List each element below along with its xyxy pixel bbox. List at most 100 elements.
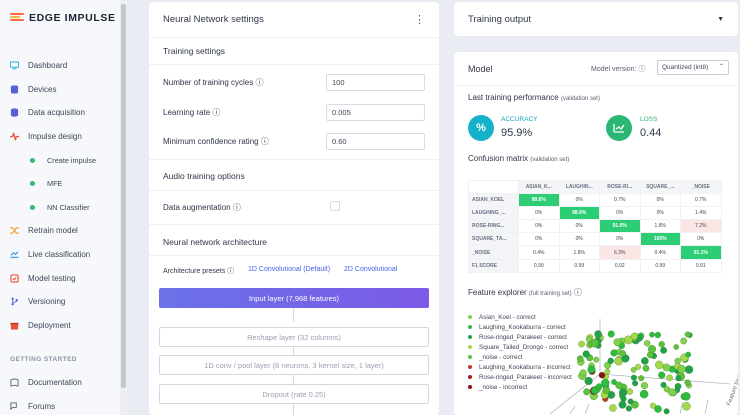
scatter-point [615, 381, 623, 389]
training-output-title: Training output [468, 13, 532, 25]
learning-rate-label: Learning rate ⓘ [163, 107, 220, 118]
status-dot-icon [30, 181, 35, 187]
help-icon[interactable]: ⓘ [227, 268, 235, 275]
help-icon[interactable]: ⓘ [232, 203, 241, 212]
learning-rate-input[interactable]: 0.005 [326, 104, 425, 121]
sidebar-item-model-testing[interactable]: Model testing [0, 266, 120, 290]
sidebar-item-dashboard[interactable]: Dashboard [0, 54, 120, 78]
sidebar-item-devices[interactable]: Devices [0, 78, 120, 102]
pulse-icon [10, 132, 19, 141]
sidebar-item-data-acquisition[interactable]: Data acquisition [0, 101, 120, 125]
scatter-point [682, 392, 691, 401]
scatter-point [647, 345, 657, 354]
legend-dot-icon [468, 365, 472, 369]
cm-cell: 0% [558, 219, 600, 234]
sidebar-subitem-mfe[interactable]: MFE [0, 172, 120, 196]
legend-item[interactable]: _noise - incorrect [468, 382, 572, 392]
scatter-point [655, 360, 664, 370]
confidence-label-text: Minimum confidence rating [163, 137, 259, 146]
scrollbar-thumb[interactable] [121, 4, 126, 388]
data-augmentation-label-text: Data augmentation [163, 203, 231, 212]
legend-label: Rose-ringed_Parakeet - incorrect [479, 373, 572, 381]
cm-corner [468, 179, 519, 195]
legend-item[interactable]: Asian_Koel - correct [468, 312, 572, 322]
legend-item[interactable]: Laughing_Kookaburra - correct [468, 322, 572, 332]
model-version-select[interactable]: Quantized (int8) ⌃ [657, 60, 729, 75]
scatter-point [677, 364, 686, 374]
architecture-presets-label-text: Architecture presets [163, 268, 226, 275]
scatter-point [582, 350, 590, 358]
training-output-card[interactable]: Training output ▼ [454, 2, 738, 36]
sidebar-item-live-classification[interactable]: Live classification [0, 243, 120, 267]
scatter-point [649, 331, 655, 338]
scatter-point [635, 363, 642, 370]
caret-down-icon[interactable]: ▼ [717, 15, 724, 23]
sidebar-scrollbar[interactable] [120, 0, 127, 415]
cm-row: SQUARE_TA... 0% 0% 0% 100% 0% [468, 232, 722, 247]
devices-icon [10, 85, 19, 94]
feature-explorer-plot[interactable]: Feature layer 1 [540, 314, 738, 415]
sidebar-item-impulse-design[interactable]: Impulse design [0, 125, 120, 149]
sidebar-nav: Dashboard Devices Data acquisition Impul… [0, 54, 120, 337]
sidebar-item-label: Devices [28, 84, 57, 94]
sidebar-subitem-nn-classifier[interactable]: NN Classifier [0, 196, 120, 220]
legend-item[interactable]: Rose-ringed_Parakeet - correct [468, 332, 572, 342]
confidence-input[interactable]: 0.60 [326, 133, 425, 150]
scatter-point [610, 349, 618, 357]
cm-cell: 0% [639, 193, 681, 208]
data-augmentation-checkbox[interactable] [330, 201, 340, 211]
legend-item[interactable]: _noise - correct [468, 352, 572, 362]
sidebar-item-deployment[interactable]: Deployment [0, 314, 120, 338]
legend-item[interactable]: Laughing_Kookaburra - incorrect [468, 362, 572, 372]
help-icon[interactable]: ⓘ [260, 137, 269, 146]
scatter-point [607, 330, 615, 338]
legend-label: Square_Tailed_Drongo - correct [479, 343, 569, 351]
audio-training-heading: Audio training options [163, 171, 245, 181]
help-icon[interactable]: ⓘ [573, 288, 582, 297]
cm-cell: 98.6% [518, 193, 560, 208]
scatter-point [576, 355, 584, 362]
dropout-layer-button[interactable]: Dropout (rate 0.25) [159, 384, 429, 404]
scatter-point [674, 357, 681, 365]
nn-settings-header: Neural Network settings ⋮ [149, 2, 439, 38]
legend-label: Laughing_Kookaburra - correct [479, 323, 566, 331]
legend-item[interactable]: Square_Tailed_Drongo - correct [468, 342, 572, 352]
learning-rate-label-text: Learning rate [163, 108, 211, 117]
cycles-input[interactable]: 100 [326, 74, 425, 91]
cm-cell: 0% [599, 206, 641, 221]
cm-col-header: SQUARE_... [639, 179, 681, 195]
cm-cell: 0% [518, 219, 560, 234]
brand-logo[interactable]: EDGE IMPULSE [10, 12, 116, 24]
help-icon[interactable]: ⓘ [212, 108, 221, 117]
layer-connector [293, 347, 294, 355]
legend-item[interactable]: Rose-ringed_Parakeet - incorrect [468, 372, 572, 382]
branch-icon [11, 297, 18, 306]
reshape-layer-button[interactable]: Reshape layer (32 columns) [159, 327, 429, 347]
help-icon[interactable]: ⓘ [638, 66, 646, 73]
sidebar-subitem-create-impulse[interactable]: Create impulse [0, 148, 120, 172]
sidebar-item-retrain-model[interactable]: Retrain model [0, 219, 120, 243]
preset-1d-link[interactable]: 1D Convolutional (Default) [248, 266, 331, 273]
sidebar-item-label: Dashboard [28, 61, 68, 71]
scatter-point [618, 400, 627, 409]
scatter-point [666, 374, 673, 382]
nn-settings-card: Neural Network settings ⋮ Training setti… [149, 2, 439, 415]
loss-label: LOSS [640, 116, 658, 123]
legend-dot-icon [468, 375, 472, 379]
feature-explorer-legend: Asian_Koel - correct Laughing_Kookaburra… [468, 312, 572, 392]
help-icon[interactable]: ⓘ [255, 78, 264, 87]
cm-cell: 0% [518, 232, 560, 247]
preset-2d-link[interactable]: 2D Convolutional [344, 266, 398, 273]
sidebar-item-documentation[interactable]: Documentation [0, 371, 82, 395]
sidebar-item-versioning[interactable]: Versioning [0, 290, 120, 314]
cm-row-header: F1 SCORE [468, 258, 519, 273]
input-layer-button[interactable]: Input layer (7,968 features) [159, 288, 429, 308]
cm-cell: 0% [518, 206, 560, 221]
scatter-point [641, 357, 649, 365]
sidebar-section-title: GETTING STARTED [10, 356, 77, 363]
loss-value: 0.44 [640, 127, 662, 139]
conv-layer-button[interactable]: 1D conv / pool layer (8 neurons, 3 kerne… [159, 355, 429, 375]
nn-settings-title: Neural Network settings [163, 14, 264, 25]
more-menu-icon[interactable]: ⋮ [414, 14, 425, 26]
sidebar-item-forums[interactable]: Forums [0, 395, 55, 415]
